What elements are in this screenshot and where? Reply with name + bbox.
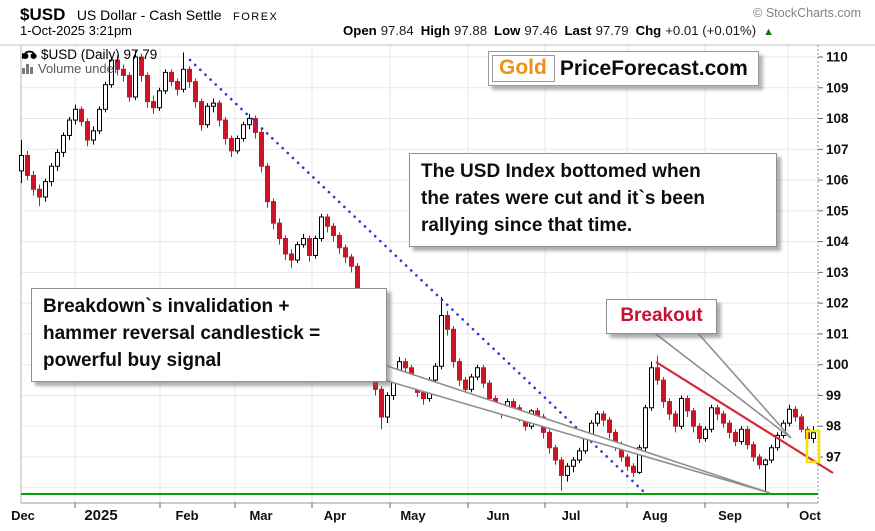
svg-text:Feb: Feb: [175, 508, 198, 523]
svg-text:102: 102: [826, 296, 849, 311]
svg-text:Apr: Apr: [324, 508, 346, 523]
svg-text:2025: 2025: [84, 507, 117, 524]
breakout-label-text: Breakout: [620, 305, 703, 326]
series-legend[interactable]: $USD (Daily) 97.79: [19, 47, 158, 63]
high-label: High: [420, 23, 451, 38]
svg-text:98: 98: [826, 419, 842, 434]
chg-label: Chg: [635, 23, 662, 38]
quote-row: 1-Oct-2025 3:21pm Open 97.84 High 97.88 Low 9…: [20, 23, 860, 40]
svg-text:Mar: Mar: [249, 508, 272, 523]
svg-text:108: 108: [826, 111, 849, 126]
breakdown-note-line-1: Breakdown`s invalidation +: [43, 296, 290, 317]
volume-legend[interactable]: Volume undef: [22, 61, 118, 77]
chart-datetime: 1-Oct-2025 3:21pm: [20, 23, 133, 38]
svg-text:106: 106: [826, 173, 849, 188]
low-label: Low: [494, 23, 521, 38]
svg-text:103: 103: [826, 265, 849, 280]
svg-text:109: 109: [826, 80, 849, 95]
volume-legend-label: Volume undef: [38, 61, 118, 76]
symbol-label: $USD: [20, 5, 66, 24]
svg-text:Aug: Aug: [642, 508, 667, 523]
svg-text:Dec: Dec: [11, 508, 35, 523]
open-label: Open: [343, 23, 377, 38]
goldpriceforecast-watermark[interactable]: Gold PriceForecast.com: [488, 51, 759, 86]
last-label: Last: [564, 23, 592, 38]
svg-text:107: 107: [826, 142, 849, 157]
volume-histogram-icon: [22, 62, 34, 77]
svg-text:105: 105: [826, 203, 849, 218]
usd-note-line-3: rallying since that time.: [421, 214, 633, 236]
usd-note-callout: The USD Index bottomed when the rates we…: [409, 153, 777, 247]
svg-text:97: 97: [826, 450, 841, 465]
watermark-rest-text: PriceForecast.com: [559, 56, 748, 80]
svg-text:Jun: Jun: [486, 508, 509, 523]
svg-text:100: 100: [826, 357, 849, 372]
exchange-label: FOREX: [232, 11, 279, 23]
svg-text:99: 99: [826, 388, 841, 403]
svg-text:Oct: Oct: [799, 508, 821, 523]
series-legend-label: $USD (Daily) 97.79: [41, 47, 158, 62]
chart-header: $USD US Dollar - Cash Settle FOREX: [20, 5, 855, 24]
svg-text:May: May: [400, 508, 426, 523]
breakdown-note-callout: Breakdown`s invalidation + hammer revers…: [31, 288, 387, 382]
watermark-gold-text: Gold: [492, 55, 555, 82]
usd-note-line-1: The USD Index bottomed when: [421, 161, 701, 182]
high-value: 97.88: [454, 23, 488, 38]
chg-up-triangle-icon: ▲: [763, 26, 775, 38]
svg-text:101: 101: [826, 326, 849, 341]
breakdown-note-line-3: powerful buy signal: [43, 349, 222, 371]
open-value: 97.84: [380, 23, 414, 38]
usd-note-line-2: the rates were cut and it`s been: [421, 187, 706, 209]
svg-text:110: 110: [826, 49, 848, 64]
low-value: 97.46: [524, 23, 558, 38]
chg-value: +0.01 (+0.01%): [665, 23, 757, 38]
ohlc-quote: Open 97.84 High 97.88 Low 97.46 Last 97.79 Chg +0…: [343, 23, 774, 38]
stockcharts-copyright: © StockCharts.com: [753, 6, 861, 20]
symbol-name: US Dollar - Cash Settle: [76, 7, 222, 23]
svg-text:Jul: Jul: [562, 508, 581, 523]
svg-text:Sep: Sep: [718, 508, 742, 523]
last-value: 97.79: [595, 23, 629, 38]
svg-text:104: 104: [826, 234, 849, 249]
breakdown-note-line-2: hammer reversal candlestick =: [43, 322, 321, 344]
breakout-label-callout: Breakout: [606, 299, 717, 334]
